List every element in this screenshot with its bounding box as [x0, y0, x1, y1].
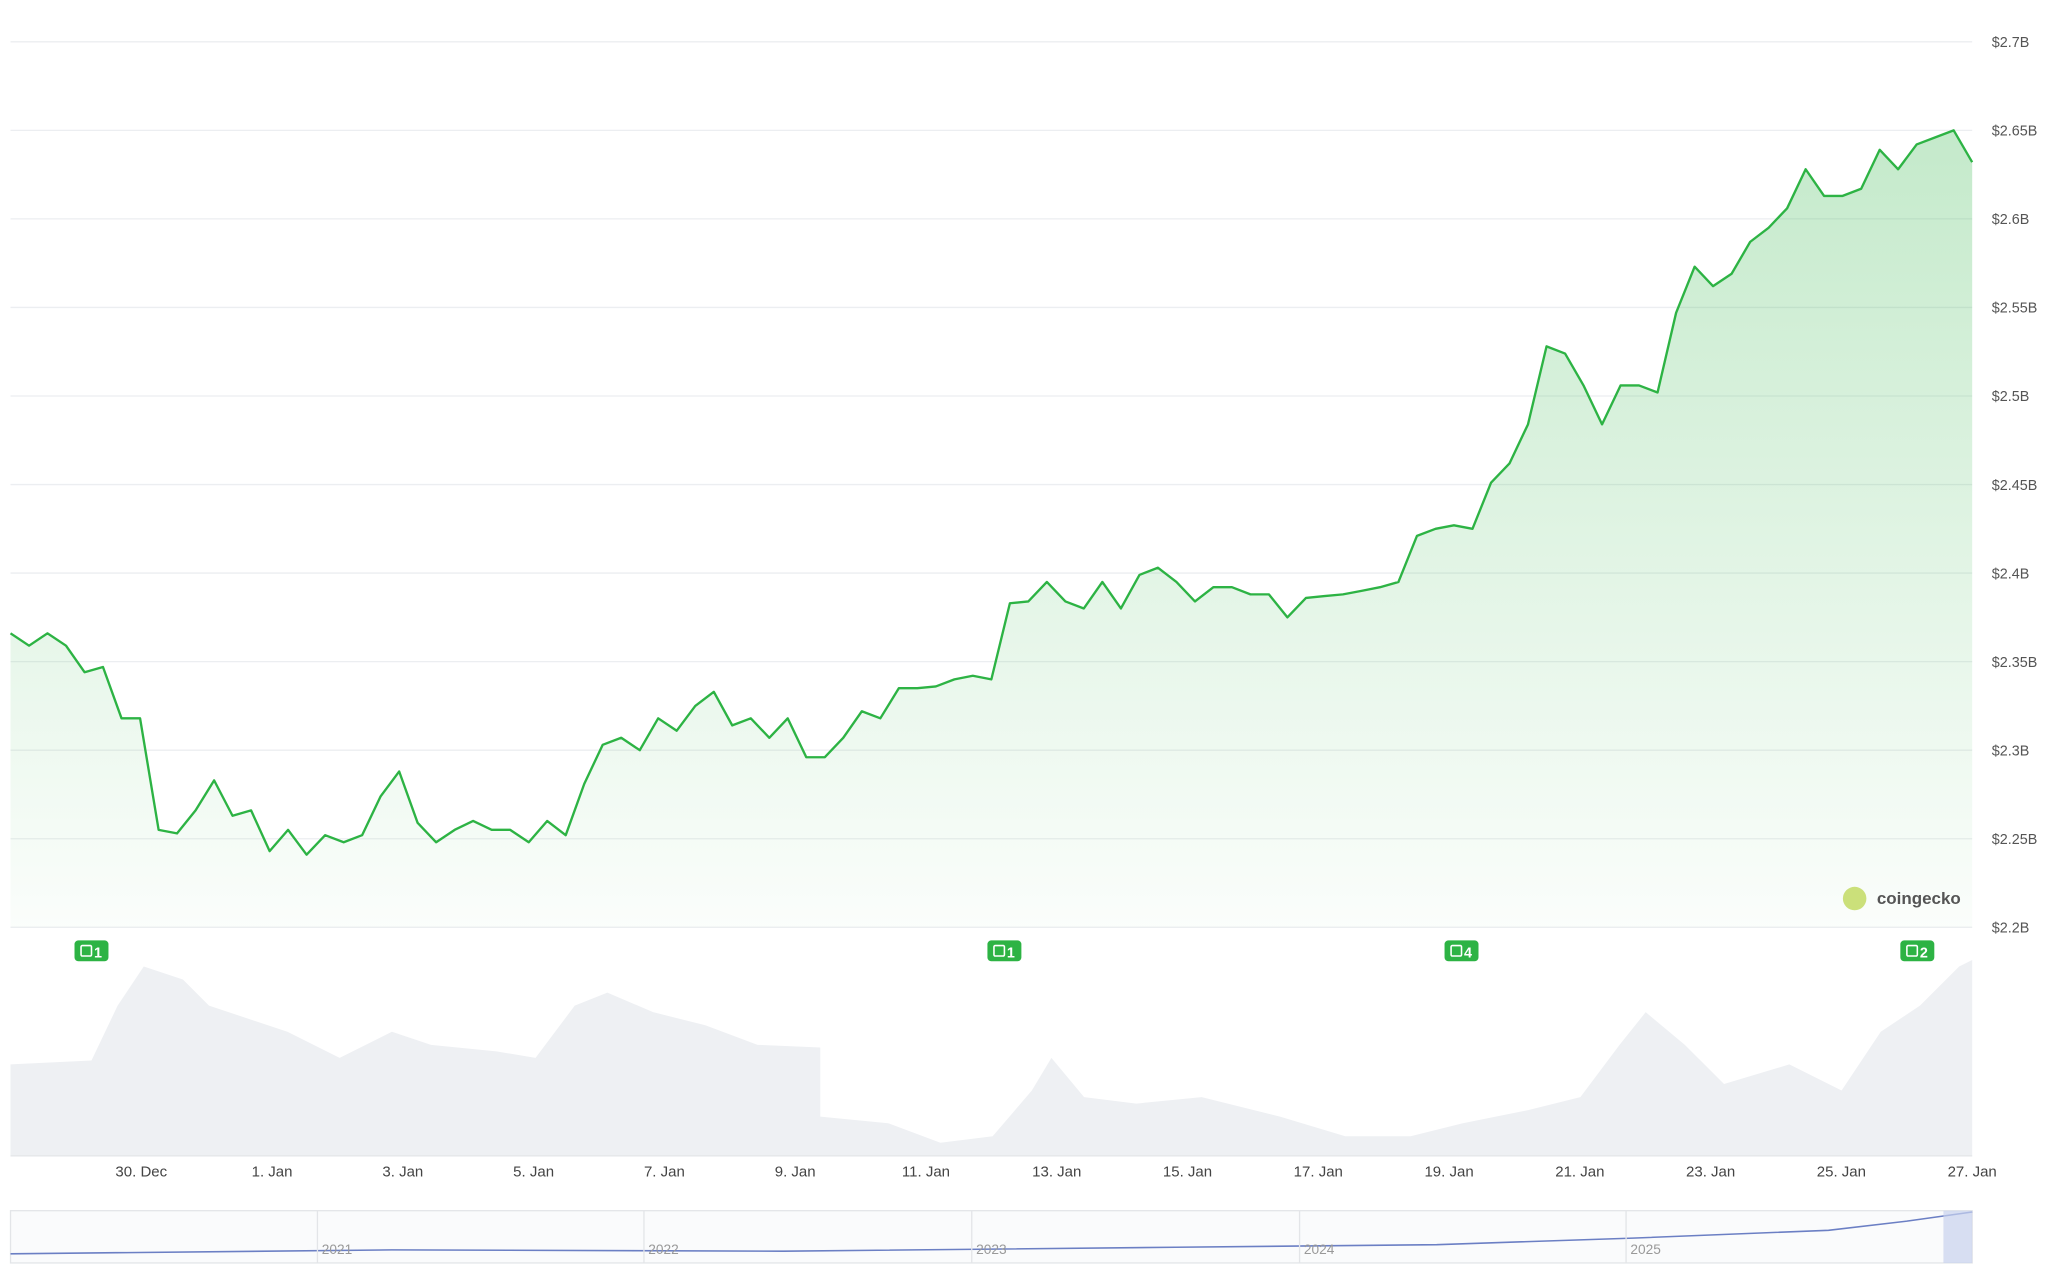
- navigator-handle[interactable]: [1943, 1210, 1973, 1263]
- y-tick-label: $2.25B: [1992, 832, 2038, 848]
- event-marker[interactable]: 2: [1900, 940, 1935, 961]
- y-tick-label: $2.7B: [1992, 35, 2030, 51]
- y-tick-label: $2.55B: [1992, 301, 2038, 317]
- x-tick-label: 7. Jan: [644, 1164, 685, 1181]
- event-count: 1: [94, 945, 102, 961]
- navigator-year: 2025: [1630, 1242, 1661, 1257]
- x-tick-label: 21. Jan: [1555, 1164, 1604, 1181]
- y-tick-label: $2.6B: [1992, 212, 2030, 228]
- x-tick-label: 13. Jan: [1032, 1164, 1081, 1181]
- x-tick-label: 30. Dec: [115, 1164, 167, 1181]
- x-tick-label: 5. Jan: [513, 1164, 554, 1181]
- x-tick-label: 19. Jan: [1424, 1164, 1473, 1181]
- navigator: [9, 1210, 1973, 1264]
- x-tick-label: 15. Jan: [1163, 1164, 1212, 1181]
- event-icon: [1450, 944, 1463, 957]
- event-icon: [993, 944, 1006, 957]
- navigator-year: 2021: [322, 1242, 352, 1257]
- navigator-line: [10, 1211, 1973, 1255]
- x-tick-label: 25. Jan: [1817, 1164, 1866, 1181]
- y-tick-label: $2.45B: [1992, 478, 2038, 494]
- area: [10, 130, 1973, 928]
- line: [9, 129, 1974, 856]
- event-marker[interactable]: 4: [1444, 940, 1479, 961]
- y-tick-label: $2.4B: [1992, 566, 2030, 582]
- x-tick-label: 23. Jan: [1686, 1164, 1735, 1181]
- event-count: 2: [1920, 945, 1928, 961]
- event-marker[interactable]: 1: [74, 940, 109, 961]
- x-tick-label: 1. Jan: [252, 1164, 293, 1181]
- navigator-year: 2024: [1304, 1242, 1335, 1257]
- x-tick-label: 27. Jan: [1948, 1164, 1997, 1181]
- y-tick-label: $2.65B: [1992, 124, 2038, 140]
- event-icon: [1906, 944, 1919, 957]
- y-tick-label: $2.35B: [1992, 655, 2038, 671]
- event-marker[interactable]: 1: [987, 940, 1022, 961]
- brand: coingecko: [1877, 889, 1961, 908]
- x-tick-label: 11. Jan: [902, 1164, 950, 1181]
- y-tick-label: $2.5B: [1992, 389, 2030, 405]
- y-tick-label: $2.2B: [1992, 921, 2030, 937]
- x-tick-label: 3. Jan: [382, 1164, 423, 1181]
- y-tick-label: $2.3B: [1992, 743, 2030, 759]
- x-tick-label: 9. Jan: [775, 1164, 816, 1181]
- x-tick-label: 17. Jan: [1294, 1164, 1343, 1181]
- navigator-year: 2023: [976, 1242, 1007, 1257]
- event-icon: [80, 944, 93, 957]
- event-count: 1: [1007, 945, 1015, 961]
- navigator-year: 2022: [648, 1242, 678, 1257]
- brand-logo: coingecko: [1842, 886, 1961, 911]
- volume-area: [10, 959, 1973, 1156]
- event-count: 4: [1464, 945, 1472, 961]
